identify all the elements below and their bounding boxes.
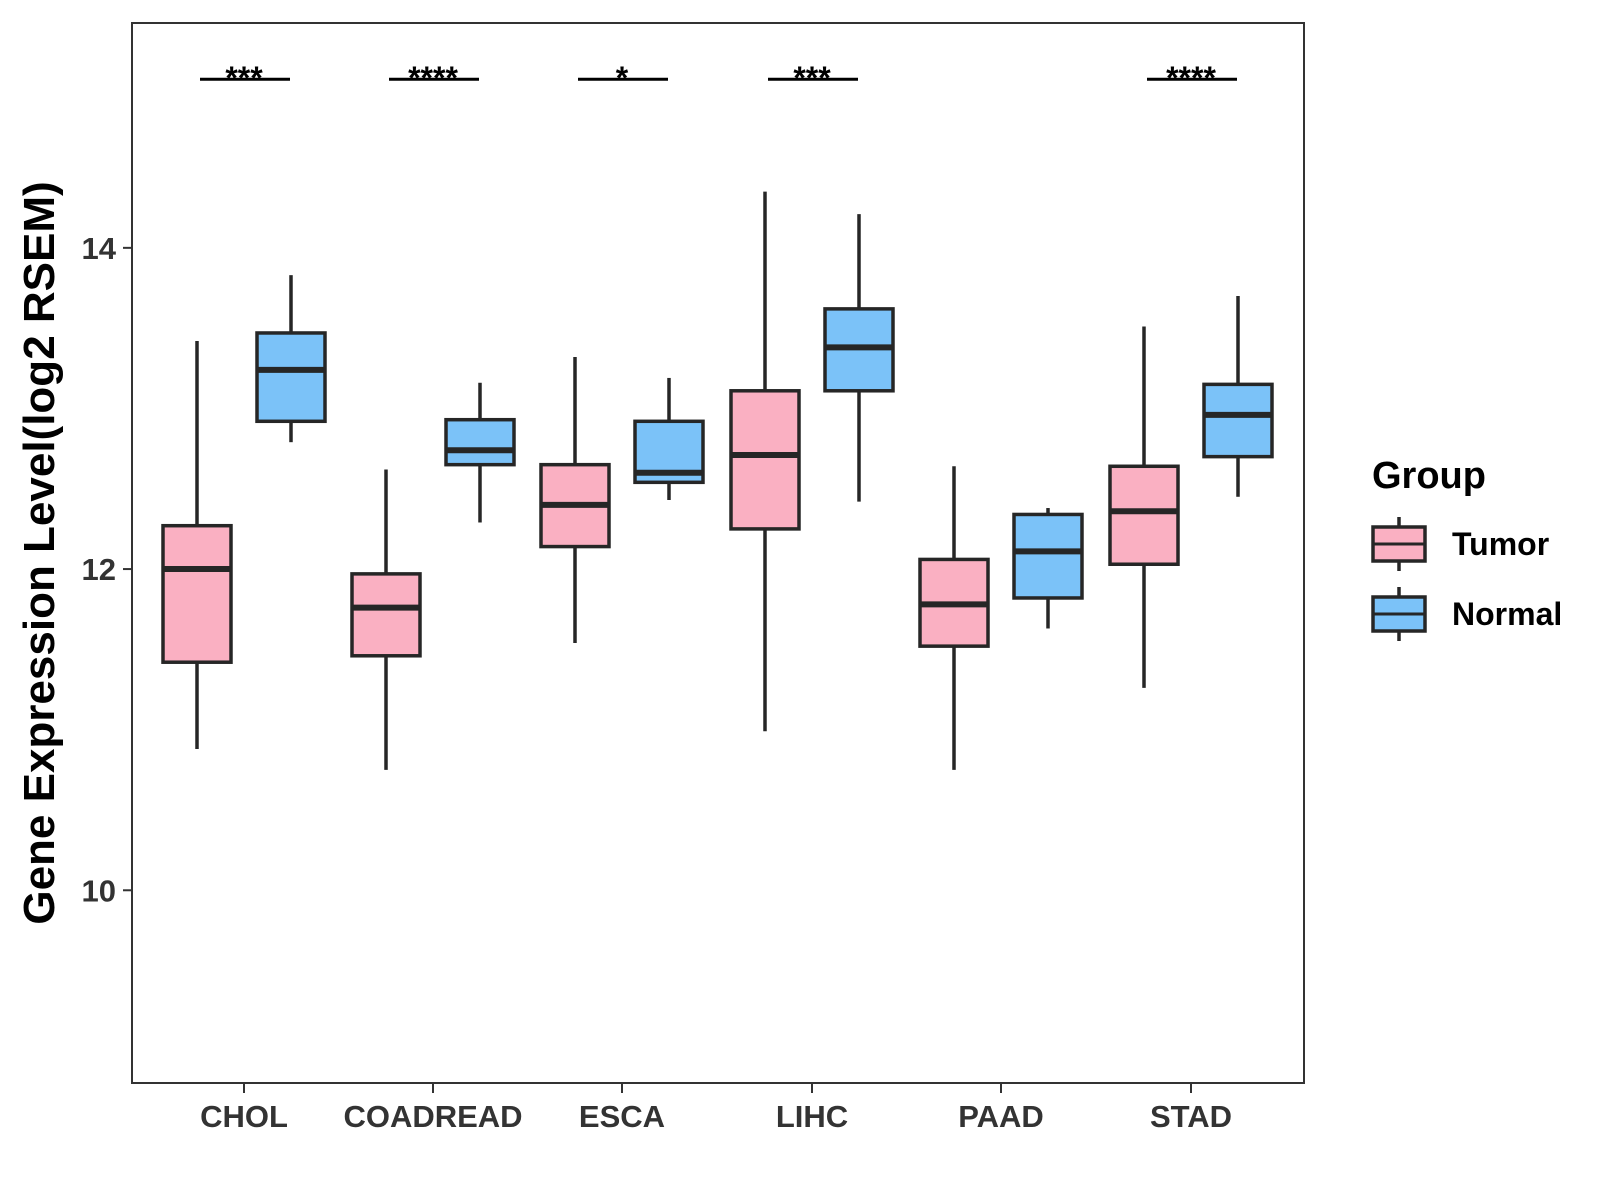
significance-chol: *** [200,60,290,96]
box-tumor-chol [161,341,233,749]
series-normal [255,214,1274,629]
box-iqr [1202,382,1274,459]
significance-label: *** [225,60,263,96]
box-iqr [350,572,422,658]
x-tick-label: PAAD [958,1099,1044,1134]
legend: Group Tumor Normal [1371,455,1562,641]
legend-title: Group [1372,455,1486,497]
box-iqr [1012,512,1084,600]
box-normal-esca [633,377,705,500]
plot-panel-border [131,22,1305,1084]
x-tick-label: LIHC [776,1099,848,1134]
x-axis: CHOL COADREAD ESCA LIHC PAAD STAD [200,1083,1232,1134]
significance-stad: **** [1147,60,1237,96]
box-iqr [729,389,801,531]
box-normal-stad [1202,296,1274,497]
legend-label: Tumor [1452,526,1549,562]
significance-label: *** [793,60,831,96]
significance-label: **** [1166,60,1216,96]
y-axis-title: Gene Expression Level(log2 RSEM) [15,181,64,924]
box-series [161,191,1274,770]
legend-item-tumor: Tumor [1371,517,1549,571]
significance-annotations: *** **** * *** **** [200,60,1237,96]
x-tick-label: STAD [1150,1099,1232,1134]
significance-esca: * [578,60,668,96]
y-tick-label: 12 [82,552,116,587]
significance-label: **** [408,60,458,96]
y-tick-label: 14 [82,231,117,266]
significance-coadread: **** [389,60,479,96]
box-tumor-paad [918,466,990,770]
significance-label: * [616,60,629,96]
box-tumor-lihc [729,191,801,732]
legend-label: Normal [1452,596,1562,632]
y-axis: 10 12 14 [82,231,132,908]
x-tick-label: ESCA [579,1099,665,1134]
legend-item-normal: Normal [1371,587,1562,641]
box-iqr [444,417,516,467]
box-normal-paad [1012,508,1084,629]
series-tumor [161,191,1180,770]
box-tumor-stad [1108,326,1180,688]
significance-lihc: *** [768,60,858,96]
box-tumor-coadread [350,469,422,770]
box-iqr [1108,464,1180,566]
box-iqr [161,523,233,664]
box-normal-coadread [444,382,516,523]
box-normal-lihc [823,214,895,502]
x-tick-label: CHOL [200,1099,288,1134]
x-tick-label: COADREAD [343,1099,522,1134]
box-tumor-esca [539,357,611,643]
box-iqr [255,331,327,424]
box-normal-chol [255,275,327,443]
y-tick-label: 10 [82,873,116,908]
